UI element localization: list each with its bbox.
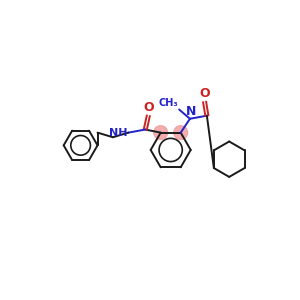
Circle shape <box>154 126 168 140</box>
Text: O: O <box>143 101 154 114</box>
Text: CH₃: CH₃ <box>159 98 178 108</box>
Text: N: N <box>185 105 196 118</box>
Circle shape <box>174 126 188 140</box>
Text: O: O <box>199 87 210 100</box>
Text: NH: NH <box>109 128 128 138</box>
